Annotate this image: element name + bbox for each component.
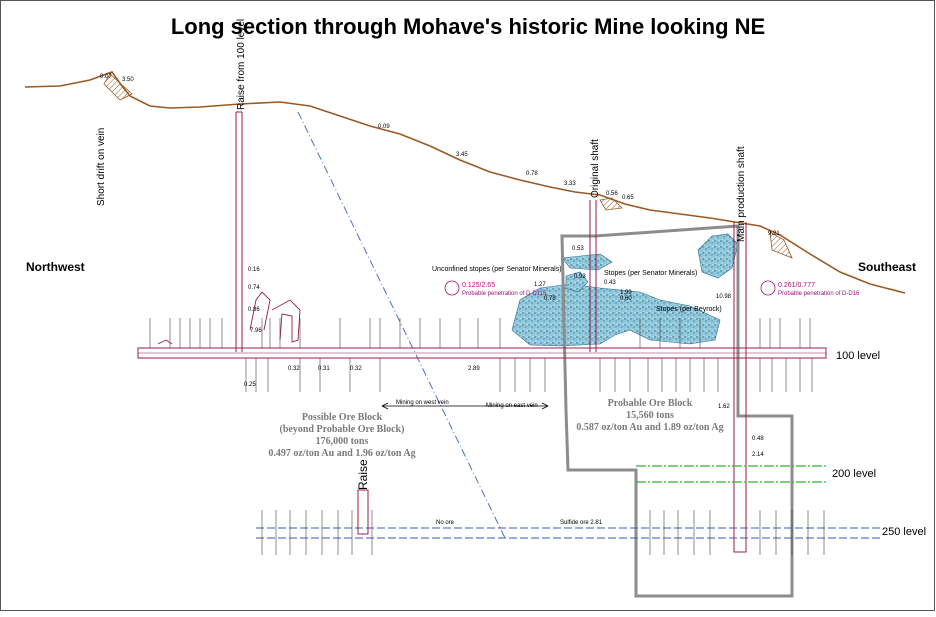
stope-senator-label: Stopes (per Senator Minerals) (604, 270, 698, 277)
drift-value: 0.43 (604, 280, 616, 286)
drift-value: 10.98 (716, 294, 732, 300)
stope-small (565, 271, 589, 293)
raise-from-100 (235, 111, 243, 352)
raise-label: Raise (356, 459, 370, 490)
possible-ore-title: Possible Ore Block (301, 412, 383, 423)
drift-value: 0.93 (574, 274, 586, 280)
mining-east-label: Mining on east vein (486, 403, 538, 409)
stope-unconfined (561, 253, 613, 271)
drift-value: 2.89 (468, 366, 480, 372)
surface-value: 0.56 (606, 191, 618, 197)
drift-value: 0.32 (288, 366, 300, 372)
drill-circle-right (760, 280, 776, 296)
level-250-label: 250 level (882, 526, 927, 538)
mining-west-arrow (381, 402, 510, 410)
surface-value: 3.33 (564, 181, 576, 187)
surface-dump-middle (599, 197, 623, 211)
stope-unconfined-label: Unconfined stopes (per Senator Minerals) (432, 266, 562, 273)
no-ore-label: No ore (436, 520, 455, 526)
possible-ore-tons: 176,000 tons (315, 436, 369, 447)
mining-west-label: Mining on west vein (396, 400, 449, 406)
drift-value: 0.25 (244, 382, 256, 388)
stope-beyrock-label: Stopes (per Beyrock) (656, 306, 722, 313)
probable-ore-block-outline (560, 224, 794, 598)
drift-value: 0.31 (318, 366, 330, 372)
surface-value: 9.21 (768, 231, 780, 237)
drift-value: 0.74 (248, 285, 260, 291)
surface-value: 3.50 (122, 77, 134, 83)
northwest-label: Northwest (26, 260, 85, 274)
projection-line (297, 111, 507, 541)
surface-value: 0.09 (378, 124, 390, 130)
probable-ore-tons: 15,560 tons (626, 410, 674, 421)
main-shaft-label: Main production shaft (736, 146, 747, 242)
level-250-drift (256, 527, 880, 539)
surface-value: 0.07 (100, 74, 112, 80)
surface-dump-right (769, 231, 793, 259)
level-100-label: 100 level (836, 350, 881, 362)
level-100-drift (137, 347, 827, 359)
drift-value: 0.78 (544, 296, 556, 302)
drift-value: 0.16 (248, 267, 260, 273)
drill-right-caption: Probable penetration of D-D16 (778, 291, 860, 297)
possible-ore-grade: 0.497 oz/ton Au and 1.96 oz/ton Ag (268, 448, 416, 459)
probable-ore-title: Probable Ore Block (607, 398, 693, 409)
drift-value: 0.86 (248, 307, 260, 313)
drill-left-value: 0.125/2.65 (462, 282, 496, 289)
drift-value: 1.99 (620, 290, 632, 296)
southeast-label: Southeast (858, 260, 917, 274)
level-200-label: 200 level (832, 468, 877, 480)
possible-ore-block: Possible Ore Block (beyond Probable Ore … (262, 412, 422, 460)
drift-value: 0.53 (572, 246, 584, 252)
main-shaft-line (733, 222, 747, 553)
level-200-drift (636, 465, 828, 483)
possible-ore-note: (beyond Probable Ore Block) (279, 424, 405, 435)
surface-value: 3.45 (456, 152, 468, 158)
surface-profile (24, 71, 906, 294)
drift-value: 0.48 (752, 436, 764, 442)
drift-value: 1.62 (718, 404, 730, 410)
probable-ore-grade: 0.587 oz/ton Au and 1.89 oz/ton Ag (576, 422, 724, 433)
surface-value: 0.65 (622, 195, 634, 201)
drift-value: 7.96 (250, 328, 262, 334)
probable-ore-block: Probable Ore Block 15,560 tons 0.587 oz/… (560, 398, 740, 434)
drift-value: 0.32 (350, 366, 362, 372)
raise-250 (357, 489, 369, 535)
drift-value: 1.27 (534, 282, 546, 288)
drill-right-value: 0.261/0.777 (778, 282, 815, 289)
mining-east-arrow (510, 402, 549, 410)
original-shaft-line (589, 200, 597, 352)
short-drift-label: Short drift on vein (96, 127, 107, 206)
assay-tick-lines (149, 318, 825, 555)
original-shaft-label: Original shaft (590, 139, 601, 198)
raise-100-label: Raise from 100 level (236, 18, 247, 110)
stope-senator (697, 233, 739, 279)
drift-value: 0.60 (620, 296, 632, 302)
sulfide-ore-label: Sulfide ore 2.81 (560, 520, 603, 526)
surface-value: 0.78 (526, 171, 538, 177)
drill-circle-left (444, 280, 460, 296)
surface-dump-left (103, 73, 133, 101)
drift-value: 2.14 (752, 452, 764, 458)
drill-left-caption: Probable penetration of D-D115 (462, 291, 547, 297)
upper-workings (157, 291, 301, 345)
diagram-title: Long section through Mohave's historic M… (170, 14, 766, 39)
